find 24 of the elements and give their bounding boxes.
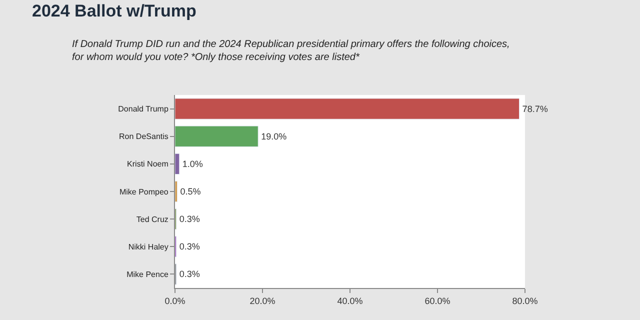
data-label: 0.5%	[180, 186, 201, 196]
y-tick-label: Nikki Haley	[128, 242, 168, 252]
x-tick-label: 60.0%	[424, 296, 450, 306]
data-label: 78.7%	[522, 104, 548, 114]
y-tick-label: Kristi Noem	[127, 160, 169, 169]
x-tick-label: 20.0%	[250, 296, 276, 306]
data-label: 1.0%	[182, 158, 203, 169]
x-tick-label: 0.0%	[164, 296, 186, 306]
bar	[175, 98, 520, 120]
bar	[175, 153, 180, 175]
y-tick-label: Donald Trump	[118, 104, 169, 114]
bar	[175, 126, 258, 147]
x-tick-label: 80.0%	[512, 296, 538, 306]
x-tick-label: 40.0%	[337, 296, 363, 306]
y-tick-label: Mike Pompeo	[119, 187, 169, 196]
y-tick-label: Ted Cruz	[136, 214, 168, 224]
y-tick-label: Mike Pence	[126, 270, 169, 280]
chart-title: 2024 Ballot w/Trump	[32, 2, 196, 21]
data-label: 0.3%	[179, 242, 200, 252]
y-tick-label: Ron DeSantis	[119, 132, 168, 142]
data-label: 19.0%	[261, 131, 287, 142]
chart-subtitle: If Donald Trump DID run and the 2024 Republican presidential primary offers the following choices, for whom would you vote? *Only those receiving votes are listed*	[72, 39, 510, 63]
data-label: 0.3%	[179, 269, 200, 280]
data-label: 0.3%	[179, 214, 200, 224]
